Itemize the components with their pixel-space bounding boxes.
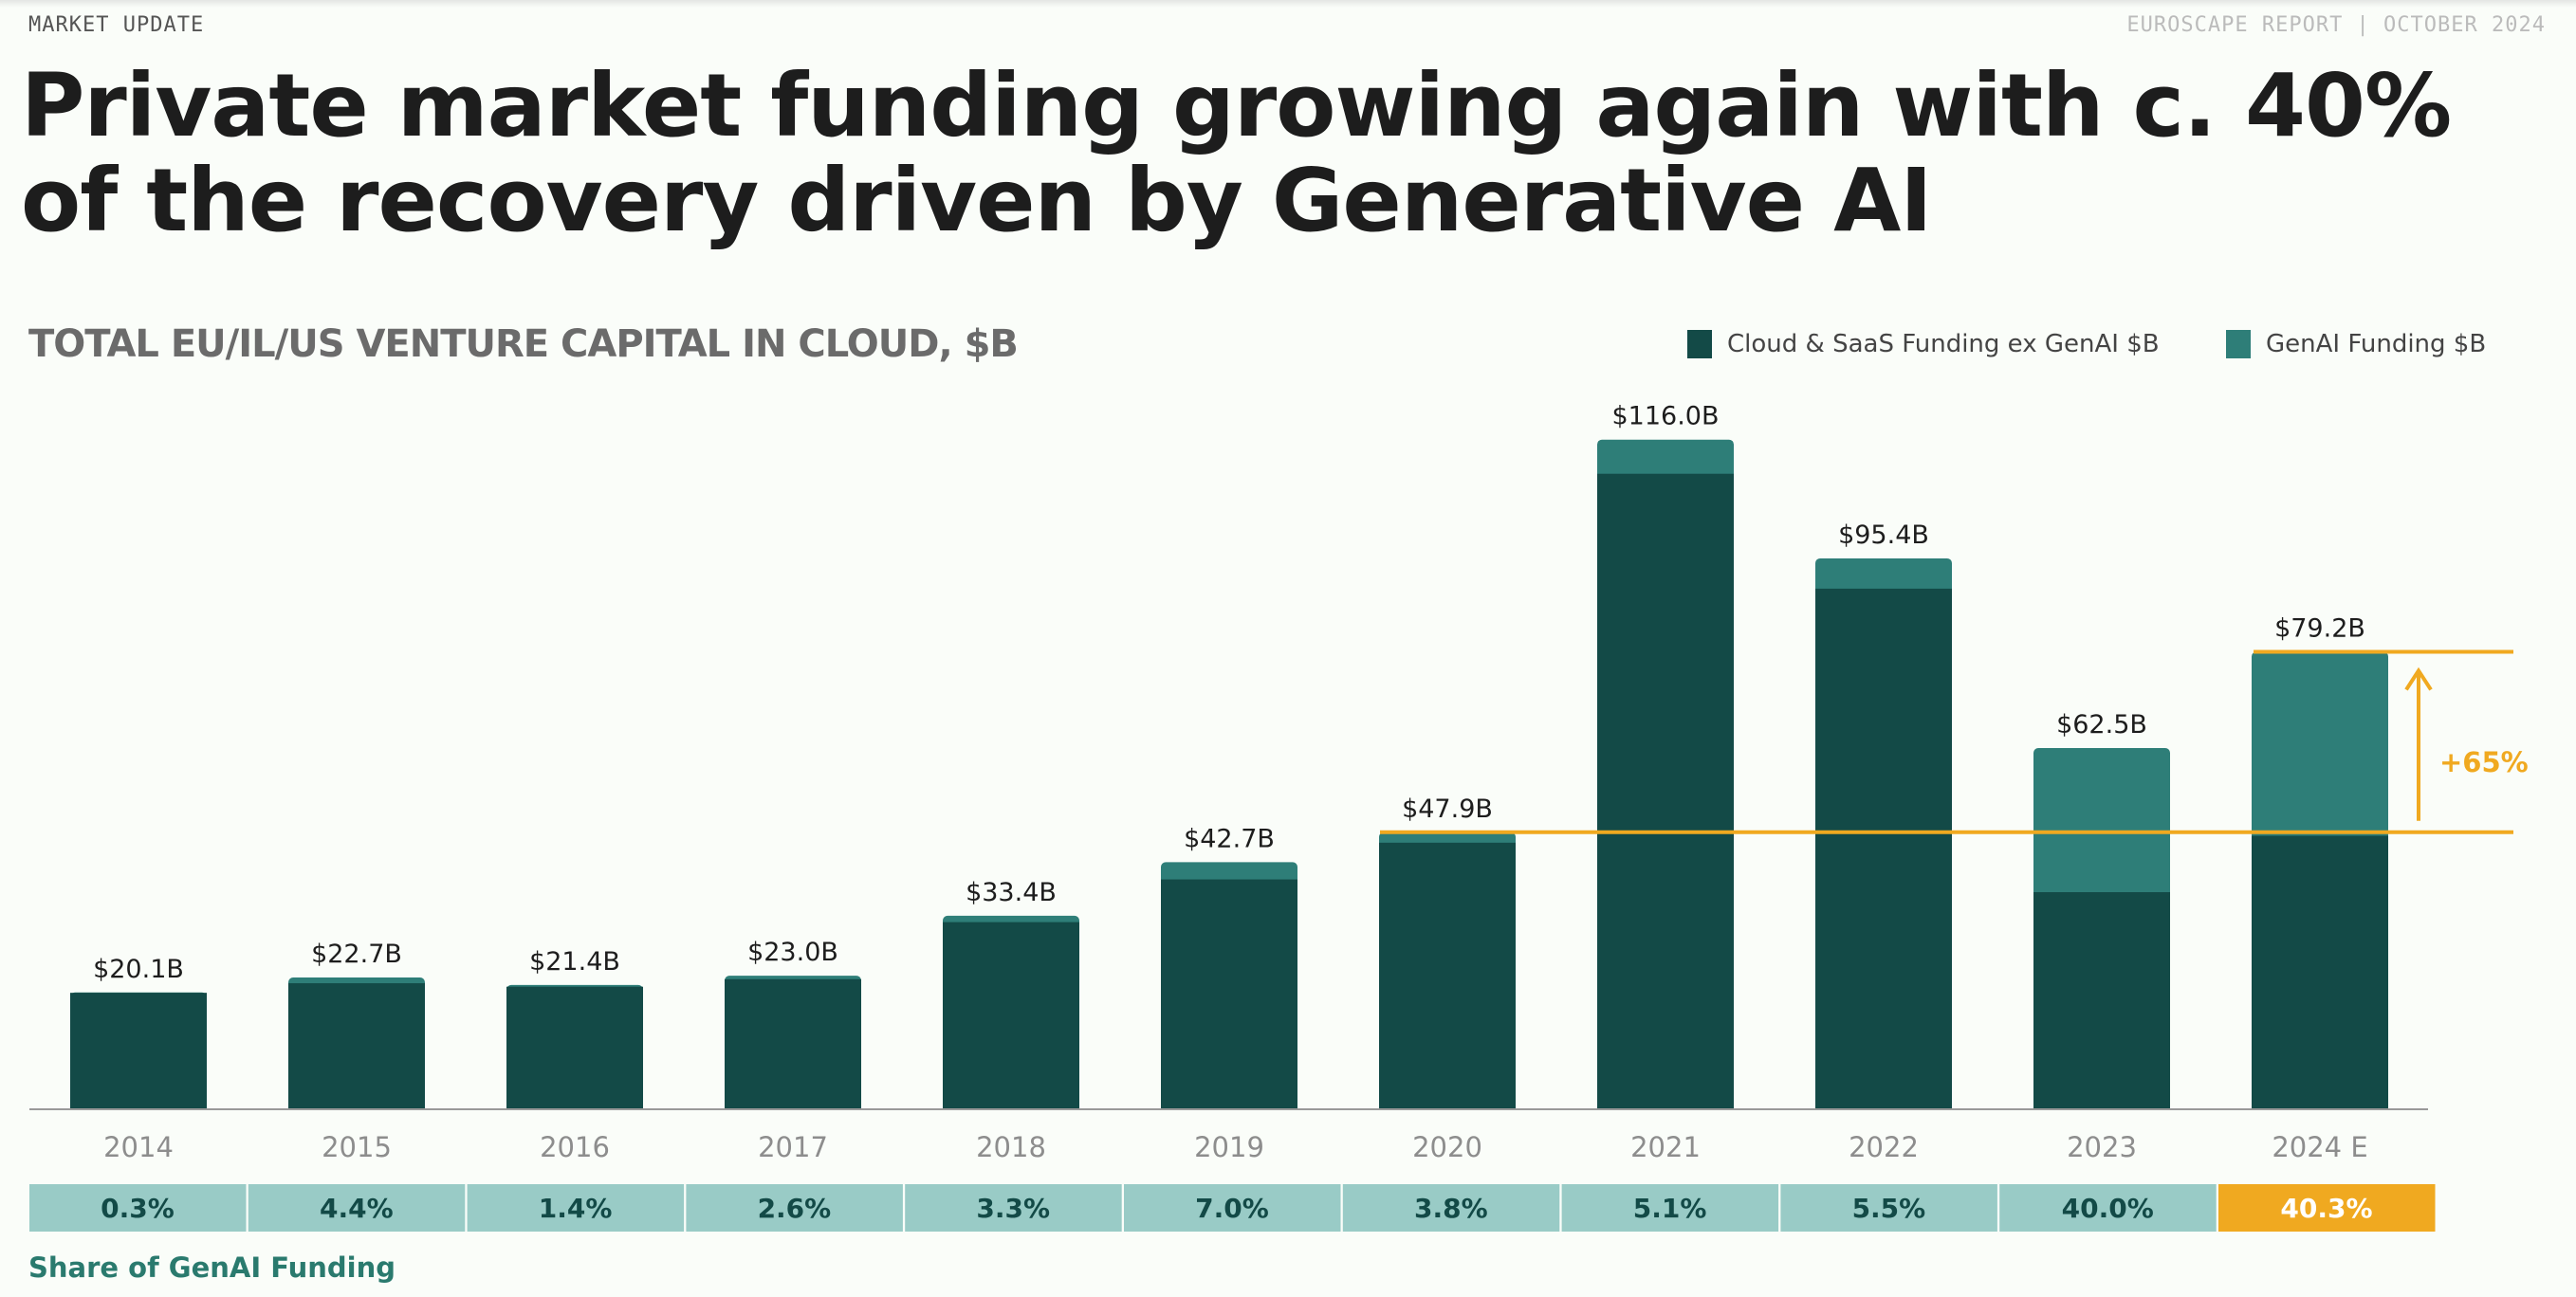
legend-swatch-genai xyxy=(2226,330,2251,358)
x-tick-label: 2021 xyxy=(1630,1131,1701,1163)
page-title: Private market funding growing again wit… xyxy=(21,55,2452,251)
data-label: $22.7B xyxy=(311,940,402,969)
share-value: 2.6% xyxy=(758,1193,832,1224)
x-tick-label: 2023 xyxy=(2067,1131,2137,1163)
x-tick-label: 2018 xyxy=(976,1131,1046,1163)
share-value: 3.3% xyxy=(976,1193,1050,1224)
data-label: $95.4B xyxy=(1838,521,1929,550)
share-cell xyxy=(686,1184,903,1232)
bar-cloud-2022 xyxy=(1815,588,1952,1108)
share-cell xyxy=(1342,1184,1560,1232)
share-value: 1.4% xyxy=(539,1193,613,1224)
bar-cloud-2016 xyxy=(506,986,643,1108)
title-line-2: of the recovery driven by Generative AI xyxy=(21,150,1933,251)
top-shadow xyxy=(0,0,2576,8)
share-value: 5.1% xyxy=(1633,1193,1707,1224)
legend-label-cloud: Cloud & SaaS Funding ex GenAI $B xyxy=(1727,330,2160,358)
share-cell xyxy=(905,1184,1122,1232)
share-cell xyxy=(2218,1184,2436,1232)
data-label: $116.0B xyxy=(1612,402,1720,431)
bar-cloud-2021 xyxy=(1597,473,1734,1108)
share-value: 7.0% xyxy=(1195,1193,1269,1224)
share-cell xyxy=(1561,1184,1779,1232)
share-value: 0.3% xyxy=(101,1193,175,1224)
share-cell xyxy=(467,1184,685,1232)
chart-title: TOTAL EU/IL/US VENTURE CAPITAL IN CLOUD,… xyxy=(28,322,1019,366)
share-cell xyxy=(1124,1184,1341,1232)
bar-cloud-2024E xyxy=(2252,835,2388,1108)
legend-label-genai: GenAI Funding $B xyxy=(2266,330,2487,358)
x-tick-label: 2016 xyxy=(540,1131,610,1163)
bar-cloud-2023 xyxy=(2033,892,2170,1108)
bar-cloud-2015 xyxy=(288,983,425,1108)
share-value: 3.8% xyxy=(1414,1193,1488,1224)
share-value: 40.3% xyxy=(2280,1193,2372,1224)
x-tick-label: 2015 xyxy=(322,1131,392,1163)
share-value: 4.4% xyxy=(320,1193,394,1224)
x-tick-label: 2014 xyxy=(103,1131,174,1163)
x-tick-label: 2017 xyxy=(758,1131,828,1163)
data-label: $79.2B xyxy=(2274,613,2365,643)
x-tick-label: 2019 xyxy=(1194,1131,1264,1163)
share-cell xyxy=(29,1184,247,1232)
share-row-label: Share of GenAI Funding xyxy=(28,1251,396,1284)
bar-cloud-2018 xyxy=(943,922,1079,1108)
x-tick-label: 2020 xyxy=(1412,1131,1482,1163)
report-label: EUROSCAPE REPORT | OCTOBER 2024 xyxy=(2126,13,2546,37)
bar-cloud-2017 xyxy=(725,978,861,1108)
legend-swatch-cloud xyxy=(1687,330,1712,358)
data-label: $33.4B xyxy=(966,878,1057,907)
section-label: MARKET UPDATE xyxy=(28,13,205,37)
data-label: $62.5B xyxy=(2056,710,2147,740)
arrow-up-icon xyxy=(2404,667,2433,691)
bar-cloud-2019 xyxy=(1161,879,1297,1108)
x-tick-label: 2024 E xyxy=(2272,1131,2367,1163)
data-label: $20.1B xyxy=(93,955,184,984)
growth-annotation: +65% xyxy=(2439,746,2529,778)
data-label: $42.7B xyxy=(1184,824,1275,853)
share-value: 40.0% xyxy=(2062,1193,2154,1224)
share-cell xyxy=(1999,1184,2217,1232)
data-label: $21.4B xyxy=(529,947,620,977)
bar-cloud-2014 xyxy=(70,993,207,1108)
data-label: $23.0B xyxy=(747,938,838,967)
legend-item-cloud: Cloud & SaaS Funding ex GenAI $B xyxy=(1687,330,2160,358)
bar-cloud-2020 xyxy=(1379,842,1516,1108)
x-tick-label: 2022 xyxy=(1849,1131,1919,1163)
data-label: $47.9B xyxy=(1402,795,1493,824)
legend-item-genai: GenAI Funding $B xyxy=(2226,330,2486,358)
share-value: 5.5% xyxy=(1852,1193,1926,1224)
share-cell xyxy=(248,1184,466,1232)
share-cell xyxy=(1780,1184,1997,1232)
title-line-1: Private market funding growing again wit… xyxy=(21,55,2452,156)
